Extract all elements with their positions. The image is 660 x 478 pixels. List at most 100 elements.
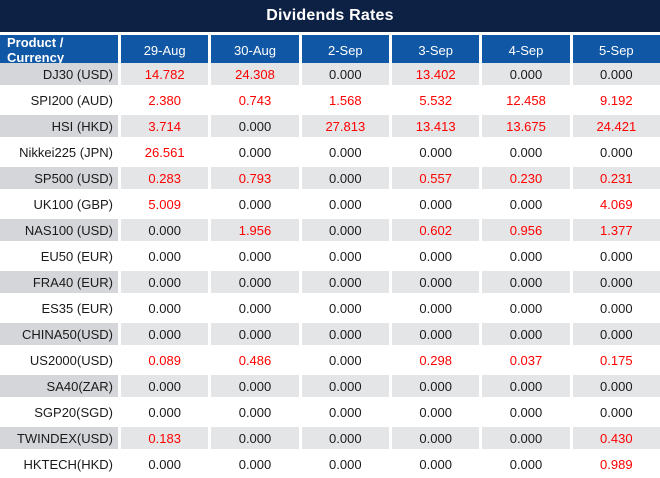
dividend-value-cell: 0.037 bbox=[482, 349, 570, 371]
dividend-value-cell: 0.000 bbox=[482, 323, 570, 345]
dividend-value-cell: 0.000 bbox=[482, 297, 570, 319]
table-row: FRA40 (EUR) 0.000 0.000 0.000 0.000 0.000 0.00… bbox=[0, 271, 660, 293]
dividend-value-cell: 0.000 bbox=[572, 271, 660, 293]
table-row: EU50 (EUR) 0.000 0.000 0.000 0.000 0.000 0.000 bbox=[0, 245, 660, 267]
dividend-value-cell: 14.782 bbox=[121, 63, 209, 85]
dividend-value-cell: 0.000 bbox=[482, 375, 570, 397]
dividend-value-cell: 13.675 bbox=[482, 115, 570, 137]
dividend-value-cell: 0.743 bbox=[211, 89, 299, 111]
dividend-value-cell: 0.000 bbox=[211, 271, 299, 293]
dividend-value-cell: 0.000 bbox=[482, 63, 570, 85]
dividend-value-cell: 0.000 bbox=[392, 245, 480, 267]
product-label-cell: UK100 (GBP) bbox=[0, 193, 118, 215]
column-header-date: 5-Sep bbox=[572, 35, 660, 65]
column-header-product-currency: Product / Currency bbox=[0, 35, 118, 65]
dividend-value-cell: 0.000 bbox=[572, 245, 660, 267]
dividend-value-cell: 0.602 bbox=[392, 219, 480, 241]
dividend-value-cell: 0.000 bbox=[572, 401, 660, 423]
dividend-value-cell: 0.000 bbox=[482, 427, 570, 449]
table-row: DJ30 (USD) 14.782 24.308 0.000 13.402 0.000 0.… bbox=[0, 63, 660, 85]
table-row: SA40(ZAR) 0.000 0.000 0.000 0.000 0.000 0.000 bbox=[0, 375, 660, 397]
table-row: ES35 (EUR) 0.000 0.000 0.000 0.000 0.000 0.000 bbox=[0, 297, 660, 319]
dividend-value-cell: 5.009 bbox=[121, 193, 209, 215]
dividend-value-cell: 13.413 bbox=[392, 115, 480, 137]
dividend-value-cell: 0.000 bbox=[392, 141, 480, 163]
dividend-value-cell: 0.000 bbox=[301, 349, 389, 371]
dividend-value-cell: 0.956 bbox=[482, 219, 570, 241]
product-label-cell: Nikkei225 (JPN) bbox=[0, 141, 118, 163]
dividend-value-cell: 0.989 bbox=[572, 453, 660, 475]
dividend-value-cell: 0.000 bbox=[482, 401, 570, 423]
dividend-value-cell: 0.000 bbox=[301, 167, 389, 189]
dividend-value-cell: 0.000 bbox=[121, 375, 209, 397]
table-header-row: Product / Currency 29-Aug 30-Aug 2-Sep 3-Sep… bbox=[0, 35, 660, 65]
table-row: SPI200 (AUD) 2.380 0.743 1.568 5.532 12.458 9.… bbox=[0, 89, 660, 111]
dividend-value-cell: 0.000 bbox=[211, 427, 299, 449]
dividend-value-cell: 1.568 bbox=[301, 89, 389, 111]
dividend-value-cell: 0.000 bbox=[392, 297, 480, 319]
dividend-value-cell: 0.000 bbox=[301, 427, 389, 449]
dividend-value-cell: 0.000 bbox=[301, 63, 389, 85]
dividend-value-cell: 0.000 bbox=[572, 297, 660, 319]
dividend-value-cell: 0.175 bbox=[572, 349, 660, 371]
product-label-cell: SA40(ZAR) bbox=[0, 375, 118, 397]
dividend-value-cell: 0.283 bbox=[121, 167, 209, 189]
product-label-cell: FRA40 (EUR) bbox=[0, 271, 118, 293]
dividend-value-cell: 0.000 bbox=[301, 297, 389, 319]
dividend-value-cell: 0.000 bbox=[301, 323, 389, 345]
dividend-value-cell: 0.000 bbox=[392, 323, 480, 345]
dividend-value-cell: 0.000 bbox=[301, 453, 389, 475]
dividend-value-cell: 0.000 bbox=[211, 375, 299, 397]
dividend-value-cell: 9.192 bbox=[572, 89, 660, 111]
column-header-date: 30-Aug bbox=[211, 35, 299, 65]
product-label-cell: CHINA50(USD) bbox=[0, 323, 118, 345]
product-label-cell: TWINDEX(USD) bbox=[0, 427, 118, 449]
dividend-value-cell: 0.000 bbox=[392, 427, 480, 449]
dividend-value-cell: 0.000 bbox=[482, 245, 570, 267]
dividend-value-cell: 24.421 bbox=[572, 115, 660, 137]
dividend-value-cell: 0.000 bbox=[121, 453, 209, 475]
dividend-value-cell: 0.000 bbox=[301, 401, 389, 423]
dividend-value-cell: 26.561 bbox=[121, 141, 209, 163]
dividend-value-cell: 0.183 bbox=[121, 427, 209, 449]
table-row: HKTECH(HKD) 0.000 0.000 0.000 0.000 0.000 0.98… bbox=[0, 453, 660, 475]
column-header-date: 4-Sep bbox=[482, 35, 570, 65]
dividend-value-cell: 0.000 bbox=[301, 271, 389, 293]
dividend-value-cell: 12.458 bbox=[482, 89, 570, 111]
dividend-value-cell: 0.000 bbox=[301, 245, 389, 267]
dividend-value-cell: 0.000 bbox=[301, 375, 389, 397]
dividend-value-cell: 0.486 bbox=[211, 349, 299, 371]
table-body: DJ30 (USD) 14.782 24.308 0.000 13.402 0.000 0.… bbox=[0, 63, 660, 475]
table-row: Nikkei225 (JPN) 26.561 0.000 0.000 0.000 0.00… bbox=[0, 141, 660, 163]
dividend-value-cell: 0.000 bbox=[121, 323, 209, 345]
dividend-value-cell: 0.000 bbox=[572, 323, 660, 345]
dividend-value-cell: 24.308 bbox=[211, 63, 299, 85]
dividend-value-cell: 0.000 bbox=[211, 453, 299, 475]
dividend-value-cell: 0.000 bbox=[392, 453, 480, 475]
dividend-value-cell: 0.000 bbox=[211, 323, 299, 345]
page-title: Dividends Rates bbox=[0, 0, 660, 32]
dividend-value-cell: 2.380 bbox=[121, 89, 209, 111]
dividend-value-cell: 0.000 bbox=[121, 245, 209, 267]
dividends-table: Product / Currency 29-Aug 30-Aug 2-Sep 3-Sep… bbox=[0, 35, 660, 475]
dividend-value-cell: 0.000 bbox=[211, 141, 299, 163]
dividend-value-cell: 0.430 bbox=[572, 427, 660, 449]
table-row: UK100 (GBP) 5.009 0.000 0.000 0.000 0.000 4.06… bbox=[0, 193, 660, 215]
table-row: US2000(USD) 0.089 0.486 0.000 0.298 0.037 0.17… bbox=[0, 349, 660, 371]
dividend-value-cell: 0.000 bbox=[392, 271, 480, 293]
product-label-cell: ES35 (EUR) bbox=[0, 297, 118, 319]
product-label-cell: HSI (HKD) bbox=[0, 115, 118, 137]
table-row: CHINA50(USD) 0.000 0.000 0.000 0.000 0.000 0.0… bbox=[0, 323, 660, 345]
dividend-value-cell: 13.402 bbox=[392, 63, 480, 85]
dividend-value-cell: 0.000 bbox=[392, 193, 480, 215]
dividend-value-cell: 0.000 bbox=[301, 141, 389, 163]
dividend-value-cell: 4.069 bbox=[572, 193, 660, 215]
dividend-value-cell: 1.956 bbox=[211, 219, 299, 241]
product-label-cell: SP500 (USD) bbox=[0, 167, 118, 189]
dividend-value-cell: 3.714 bbox=[121, 115, 209, 137]
table-row: TWINDEX(USD) 0.183 0.000 0.000 0.000 0.000 0.4… bbox=[0, 427, 660, 449]
table-row: SP500 (USD) 0.283 0.793 0.000 0.557 0.230 0.23… bbox=[0, 167, 660, 189]
dividend-value-cell: 0.000 bbox=[482, 141, 570, 163]
dividend-value-cell: 0.000 bbox=[301, 219, 389, 241]
